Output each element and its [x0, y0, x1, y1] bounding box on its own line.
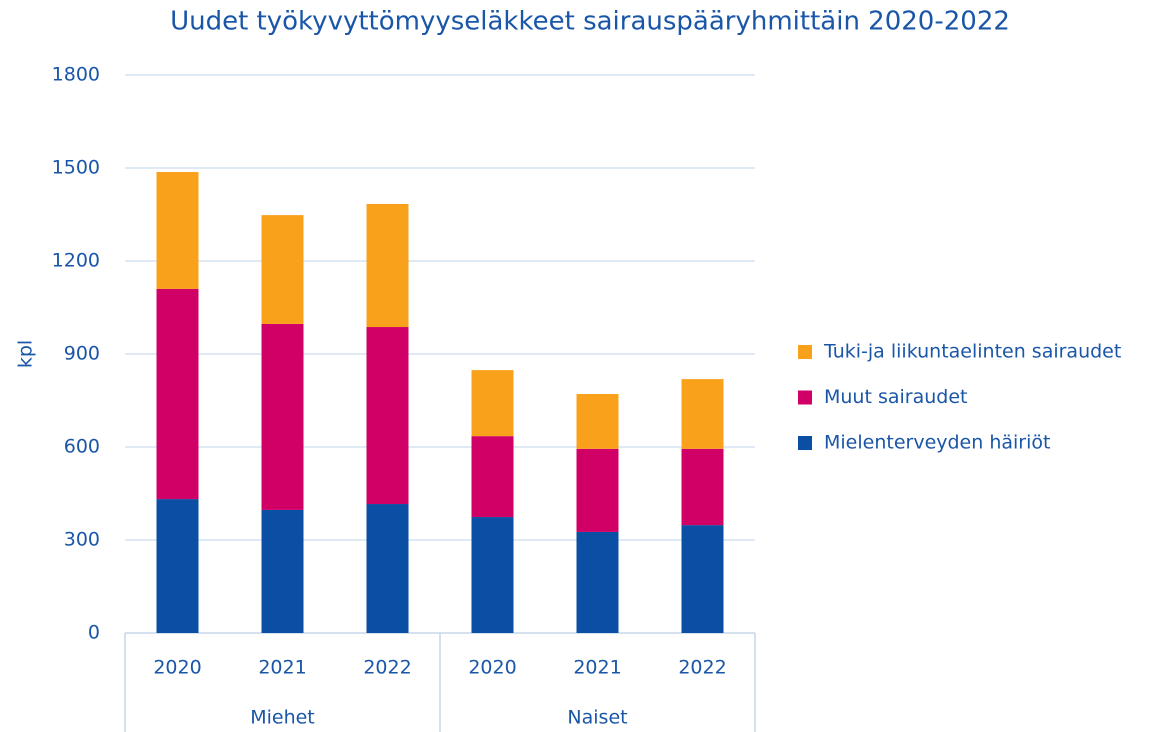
y-tick-label: 300: [64, 529, 100, 551]
bar-segment: [261, 215, 304, 324]
bar-segment: [681, 448, 724, 526]
chart-title: Uudet työkyvyttömyyseläkkeet sairauspäär…: [170, 7, 1010, 37]
bar-segment: [366, 504, 409, 633]
legend-label: Tuki-ja liikuntaelinten sairaudet: [823, 341, 1121, 363]
y-tick-label: 1500: [52, 157, 100, 179]
y-tick-label: 900: [64, 343, 100, 365]
bar-segment: [366, 327, 409, 505]
bar-segment: [156, 172, 199, 289]
x-tick-label: 2022: [678, 657, 726, 679]
x-tick-label: 2020: [468, 657, 516, 679]
bar-segment: [261, 323, 304, 510]
bar-segment: [576, 531, 619, 633]
bar-segment: [576, 393, 619, 449]
bar-segment: [261, 509, 304, 633]
group-label: Naiset: [567, 707, 627, 729]
bar-segment: [156, 499, 199, 633]
y-tick-label: 1200: [52, 250, 100, 272]
legend-swatch: [798, 390, 812, 405]
legend-swatch: [798, 436, 812, 450]
y-tick-label: 1800: [52, 64, 100, 86]
legend-label: Muut sairaudet: [824, 386, 967, 408]
y-tick-label: 0: [88, 622, 100, 644]
legend-label: Mielenterveyden häiriöt: [824, 432, 1050, 454]
y-axis-label: kpl: [15, 340, 37, 368]
bar-segment: [156, 288, 199, 500]
bar-segment: [471, 436, 514, 518]
x-tick-label: 2020: [153, 657, 201, 679]
x-tick-label: 2022: [363, 657, 411, 679]
bar-segment: [681, 379, 724, 449]
legend-swatch: [798, 345, 812, 359]
bar-segment: [681, 525, 724, 633]
bar-segment: [366, 203, 409, 328]
group-label: Miehet: [250, 707, 315, 729]
y-tick-label: 600: [64, 436, 100, 458]
x-tick-label: 2021: [573, 657, 621, 679]
bar-segment: [471, 517, 514, 633]
bar-segment: [576, 448, 619, 532]
x-tick-label: 2021: [258, 657, 306, 679]
bar-segment: [471, 370, 514, 437]
